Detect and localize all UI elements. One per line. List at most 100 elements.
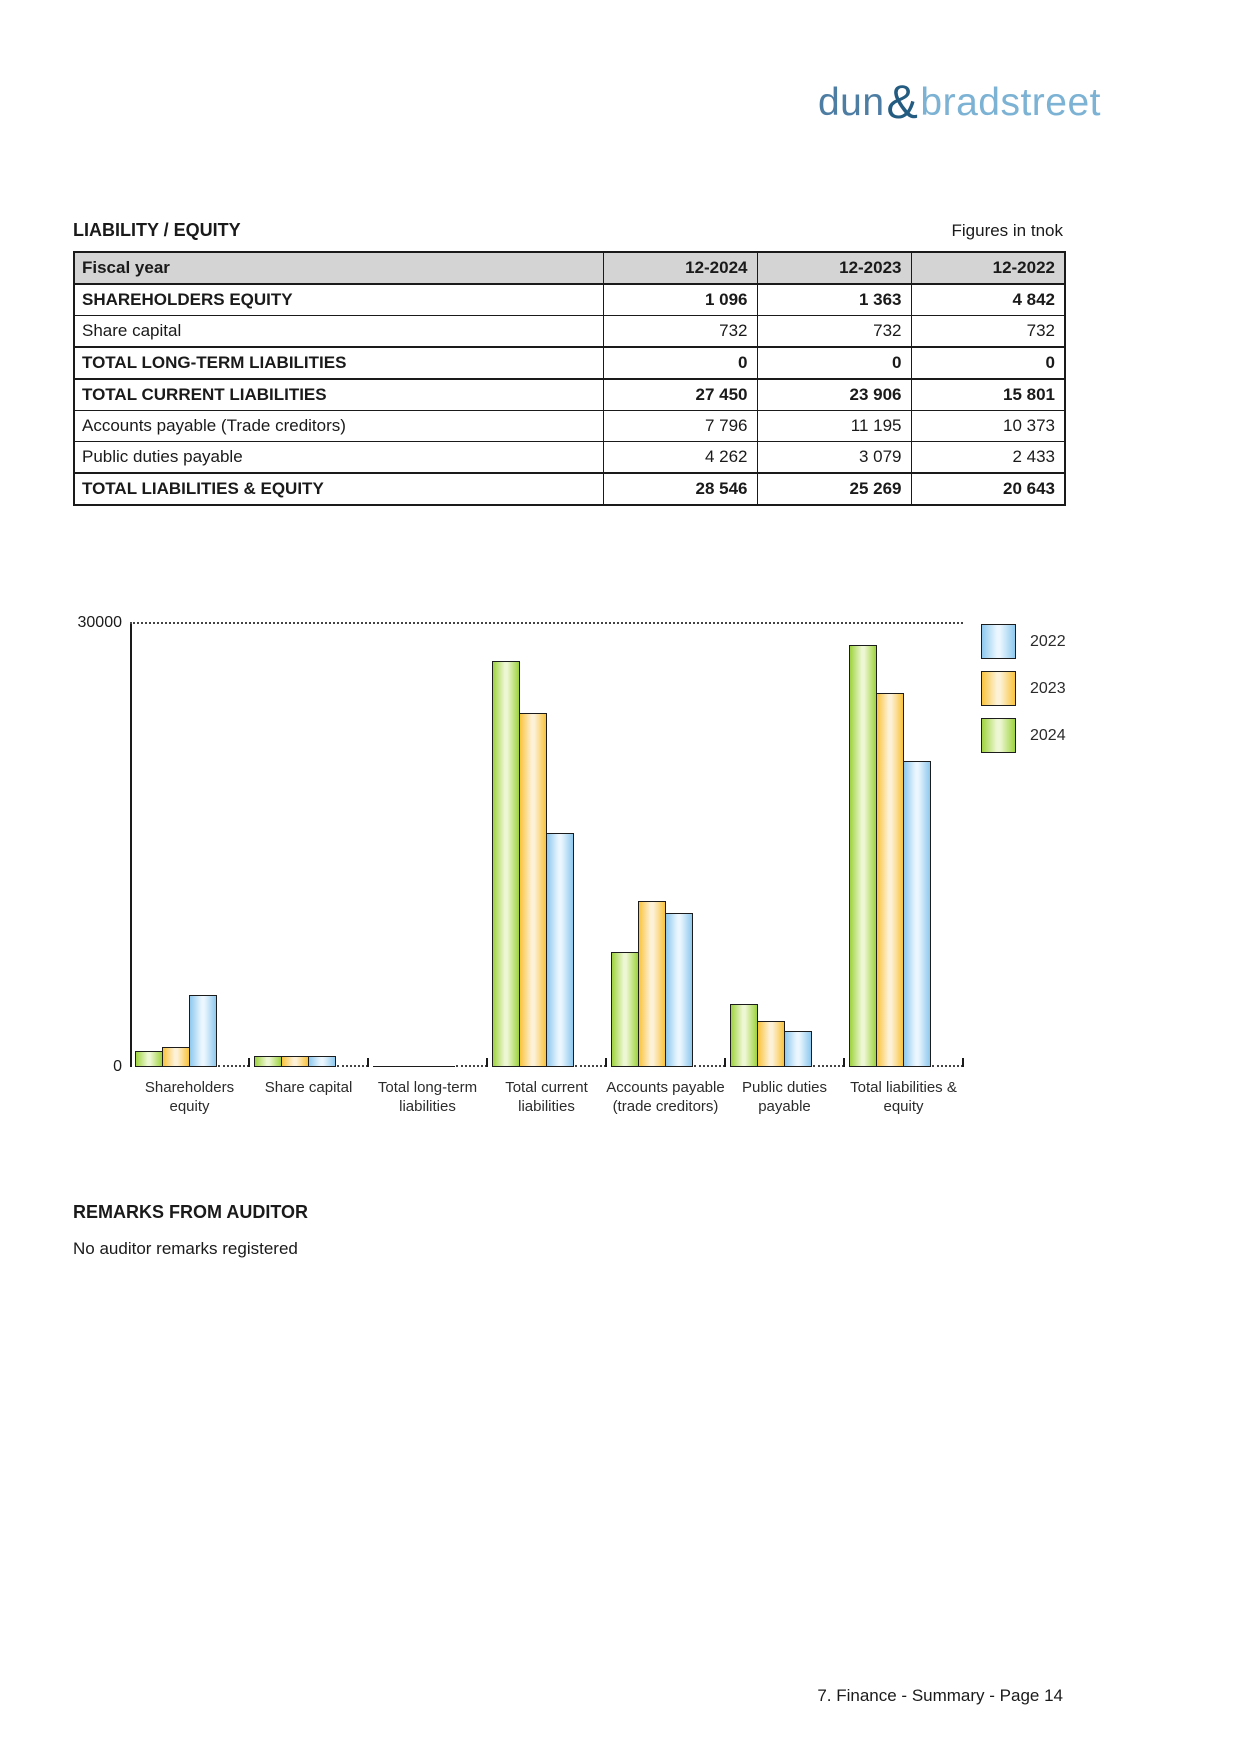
- baseline-dotted-segment: [575, 1065, 606, 1067]
- table-row: Public duties payable 4 262 3 079 2 433: [73, 441, 1066, 474]
- baseline-dotted-segment: [694, 1065, 725, 1067]
- bar-zero-2024: [373, 1066, 401, 1067]
- x-axis-label: Share capital: [264, 1079, 353, 1096]
- table-header: Fiscal year 12-2024 12-2023 12-2022: [73, 251, 1066, 285]
- section-title-row: LIABILITY / EQUITY Figures in tnok: [73, 220, 1063, 241]
- value-cell: 20 643: [910, 472, 1066, 506]
- bar-2022: [665, 913, 693, 1067]
- bar-2022: [546, 833, 574, 1067]
- value-cell: 0: [910, 346, 1066, 380]
- bar-2023: [757, 1021, 785, 1067]
- axis-tick: [248, 1058, 250, 1067]
- bar-2023: [519, 713, 547, 1067]
- x-axis-label: Total long-term liabilities: [377, 1079, 478, 1115]
- bar-2024: [135, 1051, 163, 1067]
- bar-zero-2022: [427, 1066, 455, 1067]
- table-header-row: Fiscal year 12-2024 12-2023 12-2022: [73, 251, 1066, 285]
- bar-2024: [611, 952, 639, 1067]
- bar-2022: [903, 761, 931, 1067]
- baseline-dotted-segment: [218, 1065, 249, 1067]
- table-row: TOTAL CURRENT LIABILITIES 27 450 23 906 15 …: [73, 378, 1066, 411]
- bar-2022: [189, 995, 217, 1067]
- row-label-cell: SHAREHOLDERS EQUITY: [73, 283, 604, 316]
- legend-swatch-2024: [981, 718, 1016, 753]
- page-footer: 7. Finance - Summary - Page 14: [817, 1686, 1063, 1705]
- column-header-year: 12-2022: [910, 251, 1066, 285]
- bar-2022: [784, 1031, 812, 1067]
- remarks-heading: REMARKS FROM AUDITOR: [73, 1202, 308, 1222]
- value-cell: 3 079: [756, 441, 912, 474]
- row-label-cell: TOTAL LONG-TERM LIABILITIES: [73, 346, 604, 380]
- value-cell: 10 373: [910, 410, 1066, 442]
- table-row: Share capital 732 732 732: [73, 315, 1066, 348]
- bar-2024: [730, 1004, 758, 1067]
- bar-2023: [876, 693, 904, 1067]
- axis-tick: [843, 1058, 845, 1067]
- value-cell: 4 262: [602, 441, 758, 474]
- axis-tick: [962, 1058, 964, 1067]
- value-cell: 732: [756, 315, 912, 348]
- bar-2024: [254, 1056, 282, 1067]
- value-cell: 23 906: [756, 378, 912, 411]
- value-cell: 27 450: [602, 378, 758, 411]
- value-cell: 2 433: [910, 441, 1066, 474]
- x-axis-label: Total liabilities & equity: [850, 1079, 957, 1115]
- table-body: SHAREHOLDERS EQUITY 1 096 1 363 4 842 Share …: [73, 283, 1066, 506]
- value-cell: 1 363: [756, 283, 912, 316]
- legend-label: 2023: [1030, 680, 1066, 697]
- baseline-dotted-segment: [932, 1065, 963, 1067]
- bar-2024: [849, 645, 877, 1067]
- axis-tick: [367, 1058, 369, 1067]
- legend-item: 2024: [981, 718, 1066, 753]
- bar-2024: [492, 661, 520, 1067]
- y-axis-label: 30000: [77, 614, 123, 631]
- row-label-cell: TOTAL CURRENT LIABILITIES: [73, 378, 604, 411]
- y-axis-line: [130, 623, 132, 1067]
- column-header-year: 12-2023: [756, 251, 912, 285]
- bar-2023: [162, 1047, 190, 1067]
- baseline-dotted-segment: [337, 1065, 368, 1067]
- row-label-cell: Public duties payable: [73, 441, 604, 474]
- legend-item: 2022: [981, 624, 1066, 659]
- value-cell: 0: [756, 346, 912, 380]
- x-axis-label: Total current liabilities: [505, 1079, 588, 1115]
- legend-label: 2022: [1030, 633, 1066, 650]
- table-row: TOTAL LONG-TERM LIABILITIES 0 0 0: [73, 346, 1066, 380]
- row-label-cell: TOTAL LIABILITIES & EQUITY: [73, 472, 604, 506]
- units-note: Figures in tnok: [951, 221, 1064, 240]
- value-cell: 25 269: [756, 472, 912, 506]
- column-header-fiscal-year: Fiscal year: [73, 251, 604, 285]
- bar-2022: [308, 1056, 336, 1067]
- logo-bradstreet-text: bradstreet: [920, 81, 1101, 124]
- value-cell: 4 842: [910, 283, 1066, 316]
- y-axis-label: 0: [113, 1058, 122, 1075]
- logo-ampersand-icon: &: [886, 75, 919, 128]
- legend-label: 2024: [1030, 727, 1066, 744]
- gridline-30000: [130, 622, 963, 624]
- value-cell: 0: [602, 346, 758, 380]
- value-cell: 28 546: [602, 472, 758, 506]
- value-cell: 1 096: [602, 283, 758, 316]
- table-row: Accounts payable (Trade creditors) 7 796 1…: [73, 410, 1066, 442]
- value-cell: 7 796: [602, 410, 758, 442]
- x-axis-label: Shareholders equity: [144, 1079, 235, 1115]
- value-cell: 732: [602, 315, 758, 348]
- legend-item: 2023: [981, 671, 1066, 706]
- value-cell: 11 195: [756, 410, 912, 442]
- bar-2023: [281, 1056, 309, 1067]
- x-axis-label: Accounts payable (trade creditors): [606, 1079, 725, 1115]
- column-header-year: 12-2024: [602, 251, 758, 285]
- legend-swatch-2023: [981, 671, 1016, 706]
- logo-dun-text: dun: [817, 81, 885, 124]
- value-cell: 15 801: [910, 378, 1066, 411]
- table-row: TOTAL LIABILITIES & EQUITY 28 546 25 269 20…: [73, 472, 1066, 506]
- remarks-body: No auditor remarks registered: [73, 1239, 298, 1258]
- axis-tick: [486, 1058, 488, 1067]
- row-label-cell: Share capital: [73, 315, 604, 348]
- section-title: LIABILITY / EQUITY: [73, 220, 241, 240]
- axis-tick: [724, 1058, 726, 1067]
- row-label-cell: Accounts payable (Trade creditors): [73, 410, 604, 442]
- baseline-dotted-segment: [456, 1065, 487, 1067]
- baseline-dotted-segment: [813, 1065, 844, 1067]
- dun-bradstreet-logo: dun&bradstreet: [818, 76, 1101, 126]
